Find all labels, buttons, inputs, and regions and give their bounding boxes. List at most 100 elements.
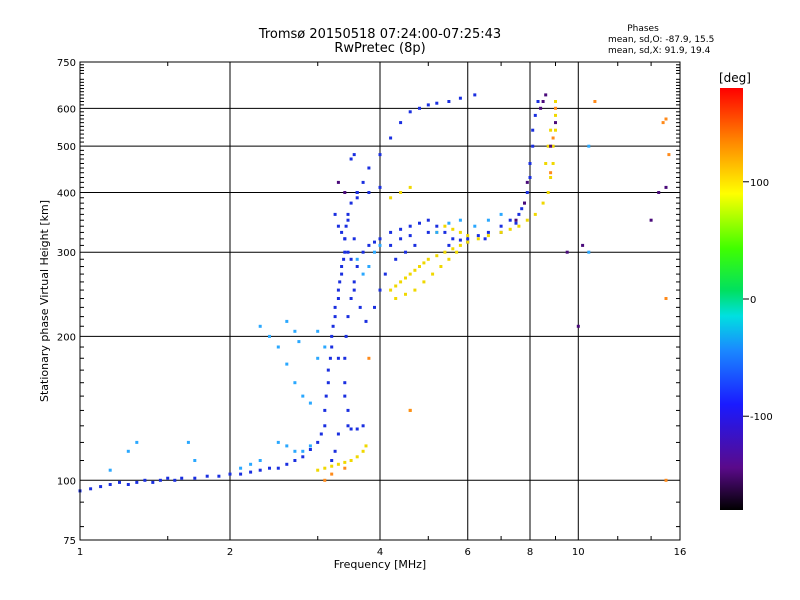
data-point — [435, 101, 439, 105]
data-point — [399, 280, 403, 284]
x-tick-label: 4 — [377, 547, 383, 558]
data-point — [587, 250, 591, 254]
data-point — [355, 191, 359, 194]
data-point — [361, 449, 365, 453]
data-point — [268, 334, 271, 338]
x-tick-label: 8 — [527, 547, 533, 558]
data-point — [330, 459, 334, 462]
data-point — [330, 464, 334, 468]
data-point — [549, 128, 553, 132]
stats-heading: Phases — [627, 24, 659, 34]
y-tick-label: 400 — [57, 188, 76, 199]
data-point — [649, 218, 653, 222]
data-point — [340, 265, 344, 268]
data-point — [323, 345, 327, 349]
data-point — [554, 113, 557, 117]
axis-ticks-layer: 1 2 4 6 8 10 16 75 100 200 300 400 500 600 750 — [57, 58, 686, 558]
data-point — [301, 455, 305, 459]
data-point — [413, 243, 417, 247]
data-point — [340, 272, 344, 276]
data-point — [352, 237, 356, 241]
data-point — [404, 250, 407, 254]
data-point — [249, 462, 253, 466]
data-point — [528, 162, 532, 165]
data-point — [367, 166, 371, 170]
y-tick-label: 750 — [57, 58, 76, 69]
data-point — [343, 237, 347, 241]
data-point — [342, 257, 346, 261]
data-point — [466, 234, 470, 238]
y-tick-label: 100 — [57, 476, 76, 487]
data-point — [336, 288, 340, 292]
data-point — [544, 162, 548, 165]
data-point — [239, 466, 243, 470]
data-point — [358, 305, 362, 309]
data-point — [455, 250, 459, 254]
data-point — [326, 368, 330, 372]
data-point — [316, 356, 320, 360]
data-point — [458, 96, 462, 100]
data-point — [378, 153, 382, 157]
data-point — [126, 449, 130, 453]
data-point — [336, 224, 340, 228]
data-point — [422, 261, 426, 265]
data-point — [355, 265, 359, 268]
data-point — [408, 272, 412, 276]
data-point — [355, 196, 359, 200]
data-point — [331, 324, 335, 328]
y-tick-label: 500 — [57, 142, 76, 153]
data-point — [108, 468, 112, 472]
data-point — [544, 93, 548, 97]
data-point — [352, 288, 356, 292]
data-point — [249, 470, 253, 474]
data-point — [343, 460, 347, 464]
x-tick-label: 16 — [674, 547, 687, 558]
data-point — [373, 250, 376, 254]
data-point — [408, 234, 412, 238]
data-point — [404, 292, 407, 296]
data-point — [554, 128, 557, 132]
data-point — [394, 297, 398, 300]
data-point — [378, 243, 382, 247]
data-point — [346, 250, 350, 254]
data-point — [408, 110, 412, 114]
data-point — [151, 480, 155, 484]
data-point — [443, 230, 447, 234]
data-point — [533, 113, 537, 117]
data-point — [258, 459, 262, 462]
data-point — [657, 191, 661, 194]
x-axis-label: Frequency [MHz] — [334, 558, 426, 571]
data-point — [486, 230, 490, 234]
grid-layer — [80, 62, 680, 540]
data-point — [217, 474, 221, 478]
data-point — [308, 444, 312, 448]
data-point — [413, 288, 417, 292]
data-point — [389, 288, 393, 292]
data-point — [239, 472, 243, 476]
data-point — [349, 201, 353, 205]
data-point — [378, 185, 382, 189]
data-point — [520, 207, 524, 211]
data-point — [466, 237, 470, 241]
data-point — [533, 212, 537, 216]
data-point — [514, 218, 518, 222]
data-point — [399, 237, 403, 241]
data-point — [323, 478, 327, 482]
data-point — [330, 345, 334, 349]
data-point — [531, 128, 535, 132]
data-point — [173, 478, 177, 482]
data-point — [523, 201, 526, 205]
data-point — [576, 324, 580, 328]
data-point — [343, 191, 347, 194]
data-point — [389, 196, 393, 200]
data-point — [466, 240, 470, 244]
data-point — [343, 250, 347, 254]
data-point — [664, 117, 668, 121]
data-point — [343, 356, 347, 360]
data-point — [451, 227, 455, 231]
data-point — [451, 247, 455, 251]
data-point — [316, 440, 320, 444]
colorbar-tick-label: 0 — [750, 295, 756, 306]
data-point — [664, 478, 668, 482]
data-point — [435, 254, 439, 258]
